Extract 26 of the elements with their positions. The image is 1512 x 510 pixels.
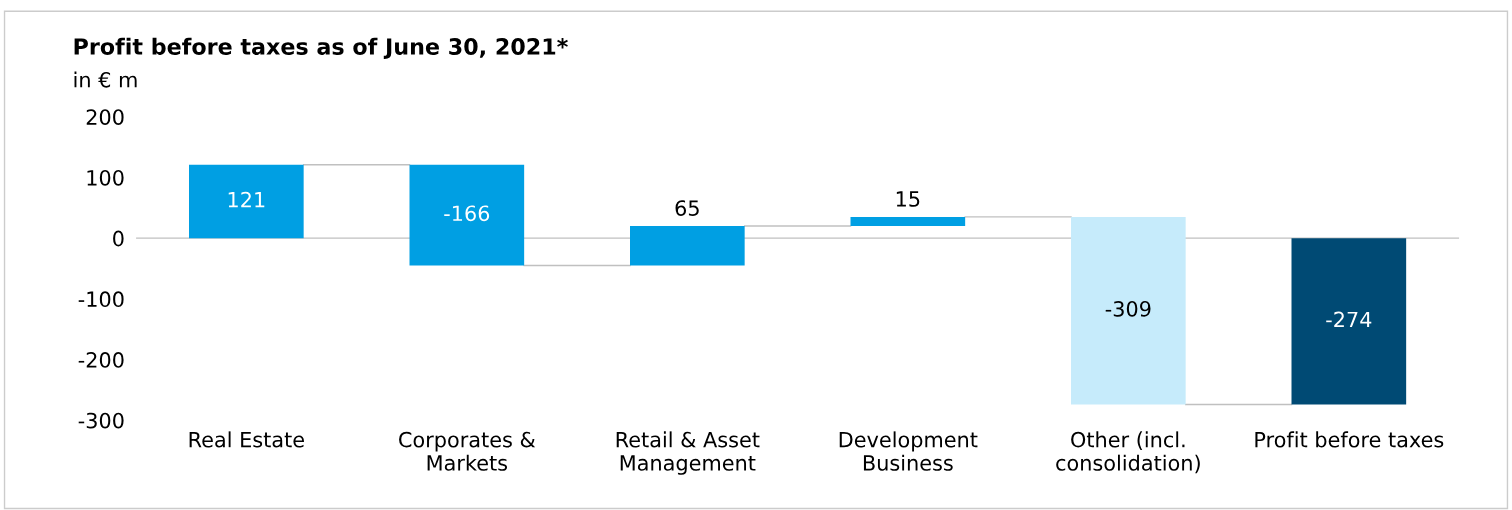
x-tick-label: Corporates & Markets	[399, 431, 536, 471]
data-label: -309	[1105, 300, 1151, 317]
y-tick-label: 200	[86, 109, 124, 125]
bar	[630, 226, 745, 266]
data-label: 121	[228, 191, 265, 208]
x-tick-label: Real Estate	[189, 431, 304, 448]
x-tick-label: Development Business	[839, 431, 978, 471]
chart-title: Profit before taxes as of June 30, 2021*	[74, 37, 568, 60]
x-tick-label: Other (incl. consolidation)	[1056, 431, 1200, 474]
data-label: -166	[444, 205, 490, 222]
y-tick-label: 100	[87, 169, 124, 186]
y-tick-label: -200	[78, 352, 124, 368]
chart-subtitle: in € m	[74, 71, 137, 88]
data-label: 15	[896, 191, 920, 207]
x-tick-label: Profit before taxes	[1255, 431, 1444, 448]
data-label: -274	[1326, 311, 1372, 328]
y-tick-label: -300	[78, 412, 124, 429]
bar	[850, 216, 966, 227]
bar	[189, 164, 304, 239]
y-tick-label: -100	[78, 291, 124, 308]
bar	[1071, 216, 1186, 405]
y-tick-label: 0	[113, 230, 124, 247]
bar	[409, 164, 525, 266]
bar	[1291, 238, 1407, 405]
data-label: 65	[675, 200, 699, 216]
x-tick-label: Retail & Asset Management	[616, 431, 760, 475]
